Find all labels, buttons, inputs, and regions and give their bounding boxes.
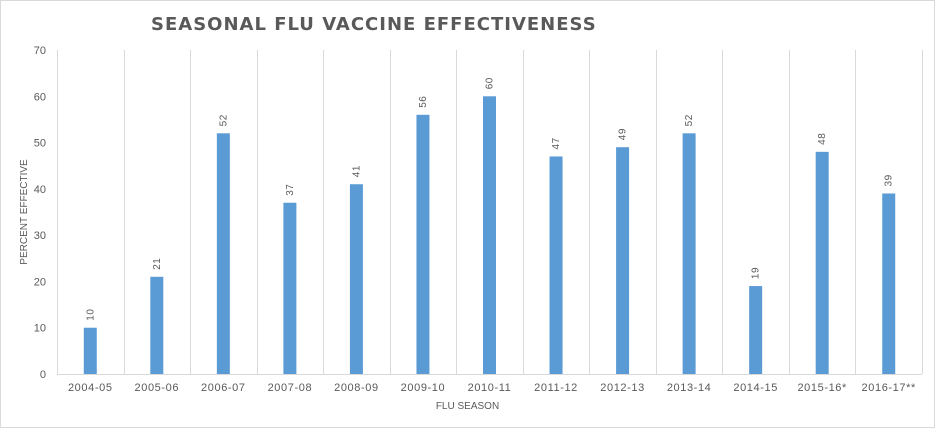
data-label: 37: [285, 184, 296, 196]
x-tick-label: 2005-06: [135, 382, 180, 394]
x-tick-label: 2015-16*: [797, 382, 847, 394]
data-labels: 10 21 52 37 41 56 60 47 49 52 19 48 39: [85, 77, 894, 321]
y-tick-label: 70: [34, 45, 46, 57]
data-label: 52: [218, 114, 229, 126]
x-tick-label: 2012-13: [600, 382, 645, 394]
y-tick-label: 40: [34, 184, 46, 196]
data-label: 49: [618, 128, 629, 140]
x-axis-ticks: 2004-05 2005-06 2006-07 2007-08 2008-09 2009-…: [68, 382, 916, 394]
bars: [83, 96, 896, 375]
y-axis-title: PERCENT EFFECTIVE: [19, 159, 30, 265]
x-axis-title: FLU SEASON: [436, 401, 499, 412]
bar: [616, 147, 630, 374]
y-tick-label: 20: [34, 276, 46, 288]
x-tick-label: 2014-15: [733, 382, 778, 394]
bar: [882, 193, 896, 374]
x-tick-label: 2016-17**: [862, 382, 916, 394]
bar: [483, 96, 496, 375]
bar: [416, 114, 430, 375]
y-tick-label: 0: [40, 369, 46, 381]
x-tick-label: 2011-12: [534, 382, 578, 394]
data-label: 10: [85, 309, 96, 321]
x-tick-label: 2007-08: [268, 382, 313, 394]
bar: [83, 327, 97, 374]
x-tick-label: 2006-07: [201, 382, 246, 394]
bar: [749, 286, 763, 374]
y-tick-label: 10: [34, 323, 46, 335]
gridlines: [57, 50, 923, 374]
data-label: 56: [418, 96, 429, 108]
data-label: 39: [884, 174, 895, 186]
bar: [150, 276, 164, 374]
bar: [216, 133, 230, 374]
y-axis-ticks: 0 10 20 30 40 50 60 70: [34, 45, 46, 381]
data-label: 47: [551, 137, 562, 149]
bar: [283, 202, 297, 374]
bar: [815, 151, 829, 374]
bar: [682, 133, 696, 374]
bar: [349, 184, 363, 374]
x-tick-label: 2004-05: [68, 382, 113, 394]
x-tick-label: 2009-10: [401, 382, 446, 394]
bar: [549, 156, 563, 374]
y-tick-label: 30: [34, 230, 46, 242]
data-label: 21: [152, 258, 163, 270]
x-tick-label: 2013-14: [667, 382, 712, 394]
data-label: 48: [817, 133, 828, 145]
y-tick-label: 50: [34, 138, 46, 150]
data-label: 60: [485, 77, 496, 89]
data-label: 19: [751, 267, 762, 279]
x-tick-label: 2008-09: [334, 382, 379, 394]
y-tick-label: 60: [34, 91, 46, 103]
data-label: 52: [684, 114, 695, 126]
data-label: 41: [351, 165, 362, 177]
chart-title: SEASONAL FLU VACCINE EFFECTIVENESS: [151, 14, 597, 35]
x-tick-label: 2010-11: [468, 382, 512, 394]
